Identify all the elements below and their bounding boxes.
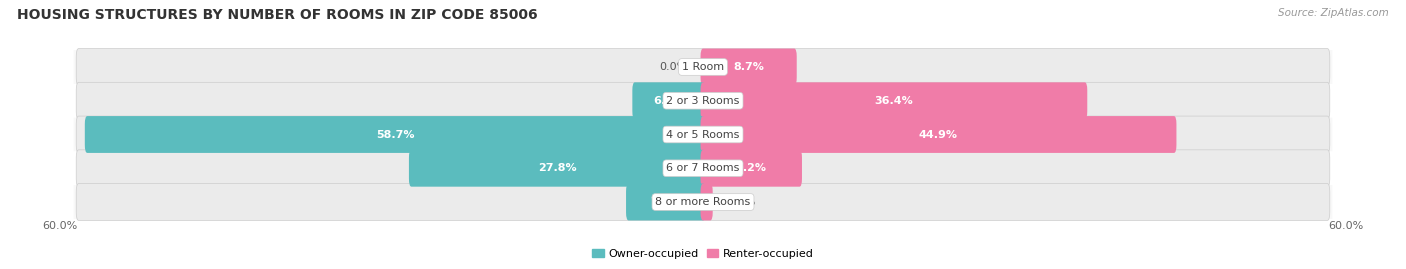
Legend: Owner-occupied, Renter-occupied: Owner-occupied, Renter-occupied (588, 244, 818, 263)
FancyBboxPatch shape (84, 116, 706, 153)
Text: 9.2%: 9.2% (735, 163, 766, 173)
Text: 0.69%: 0.69% (721, 197, 756, 207)
FancyBboxPatch shape (73, 118, 1333, 151)
FancyBboxPatch shape (700, 82, 1087, 119)
Text: 0.0%: 0.0% (659, 62, 688, 72)
Text: HOUSING STRUCTURES BY NUMBER OF ROOMS IN ZIP CODE 85006: HOUSING STRUCTURES BY NUMBER OF ROOMS IN… (17, 8, 537, 22)
Text: 60.0%: 60.0% (42, 221, 77, 231)
Text: 6.5%: 6.5% (654, 96, 685, 106)
FancyBboxPatch shape (76, 49, 1330, 85)
FancyBboxPatch shape (73, 84, 1333, 118)
Text: 36.4%: 36.4% (875, 96, 914, 106)
FancyBboxPatch shape (76, 184, 1330, 220)
Text: 27.8%: 27.8% (538, 163, 576, 173)
Text: 44.9%: 44.9% (920, 129, 957, 140)
Text: 8 or more Rooms: 8 or more Rooms (655, 197, 751, 207)
FancyBboxPatch shape (700, 49, 797, 85)
Text: 1 Room: 1 Room (682, 62, 724, 72)
FancyBboxPatch shape (76, 150, 1330, 187)
FancyBboxPatch shape (633, 82, 706, 119)
FancyBboxPatch shape (700, 184, 713, 220)
FancyBboxPatch shape (626, 184, 706, 220)
FancyBboxPatch shape (76, 82, 1330, 119)
Text: 6 or 7 Rooms: 6 or 7 Rooms (666, 163, 740, 173)
FancyBboxPatch shape (73, 185, 1333, 219)
Text: 7.1%: 7.1% (651, 197, 681, 207)
Text: 2 or 3 Rooms: 2 or 3 Rooms (666, 96, 740, 106)
Text: 8.7%: 8.7% (733, 62, 763, 72)
FancyBboxPatch shape (73, 50, 1333, 84)
Text: 60.0%: 60.0% (1329, 221, 1364, 231)
FancyBboxPatch shape (76, 116, 1330, 153)
FancyBboxPatch shape (700, 150, 801, 187)
FancyBboxPatch shape (73, 151, 1333, 185)
Text: 4 or 5 Rooms: 4 or 5 Rooms (666, 129, 740, 140)
FancyBboxPatch shape (409, 150, 706, 187)
Text: Source: ZipAtlas.com: Source: ZipAtlas.com (1278, 8, 1389, 18)
FancyBboxPatch shape (700, 116, 1177, 153)
Text: 58.7%: 58.7% (375, 129, 415, 140)
